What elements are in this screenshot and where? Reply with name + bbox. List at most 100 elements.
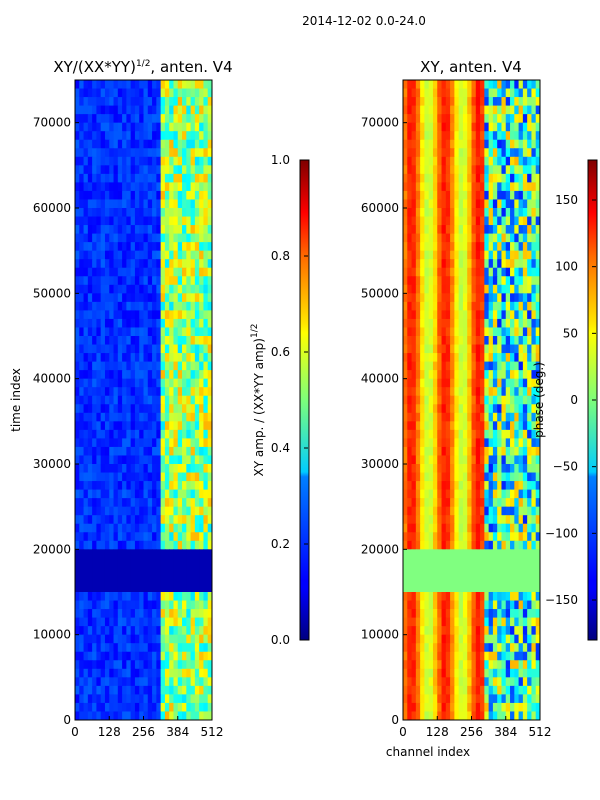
amplitude-heatmap-cell [126, 694, 132, 704]
phase-heatmap-cell [484, 114, 490, 124]
amplitude-heatmap-cell [156, 267, 162, 277]
amplitude-heatmap-cell [100, 310, 106, 320]
amplitude-heatmap-cell [199, 327, 205, 337]
phase-heatmap-cell [480, 267, 485, 277]
phase-heatmap-cell [522, 267, 528, 277]
phase-heatmap-cell [488, 242, 494, 252]
amplitude-heatmap-cell [117, 139, 123, 149]
amplitude-heatmap-cell [75, 122, 80, 132]
phase-heatmap-cell [488, 446, 494, 457]
phase-heatmap-cell [505, 464, 511, 474]
phase-heatmap-cell [535, 549, 540, 559]
phase-heatmap-cell [492, 472, 498, 482]
amplitude-heatmap-cell [203, 233, 209, 243]
phase-x-ticks: 0 128 256 384 512 [399, 716, 551, 739]
phase-heatmap-cell [407, 532, 413, 542]
amplitude-heatmap-cell [194, 225, 200, 235]
amplitude-heatmap-cell [194, 156, 200, 166]
phase-y-tick-label: 0 [391, 713, 399, 727]
phase-heatmap-cell [531, 301, 537, 311]
phase-heatmap-cell [475, 182, 481, 192]
amplitude-heatmap-cell [169, 233, 175, 243]
amplitude-heatmap-cell [186, 293, 192, 303]
amplitude-heatmap-cell [87, 549, 93, 559]
amplitude-heatmap-cell [177, 225, 183, 235]
phase-heatmap-cell [488, 250, 494, 260]
amplitude-heatmap-cell [177, 609, 183, 619]
phase-heatmap-cell [462, 208, 468, 218]
phase-heatmap-cell [462, 515, 468, 525]
amplitude-heatmap-cell [164, 429, 170, 439]
amplitude-heatmap-cell [203, 148, 209, 158]
phase-heatmap-cell [531, 336, 537, 346]
phase-heatmap-cell [450, 139, 455, 149]
phase-heatmap-cell [501, 421, 507, 431]
amplitude-heatmap-cell [207, 387, 212, 397]
phase-heatmap-cell [471, 114, 477, 124]
amplitude-heatmap-cell [164, 105, 170, 115]
amplitude-heatmap-cell [160, 148, 166, 158]
amplitude-heatmap-cell [156, 199, 162, 209]
phase-heatmap-cell [488, 600, 494, 610]
amplitude-heatmap-cell [199, 685, 205, 695]
phase-heatmap-cell [428, 310, 434, 320]
phase-heatmap-cell [420, 327, 426, 337]
phase-heatmap-cell [432, 88, 438, 98]
amplitude-heatmap-cell [113, 148, 119, 158]
amplitude-heatmap-cell [79, 97, 85, 107]
amplitude-heatmap-cell [92, 532, 98, 542]
amplitude-heatmap-cell [199, 643, 205, 653]
amplitude-heatmap-cell [113, 421, 119, 431]
amplitude-heatmap-cell [126, 472, 132, 482]
phase-heatmap-cell [488, 361, 494, 371]
phase-heatmap-cell [501, 617, 507, 627]
phase-heatmap-cell [403, 660, 408, 670]
phase-heatmap-cell [411, 97, 417, 107]
amplitude-heatmap-cell [75, 216, 80, 226]
amplitude-heatmap-cell [203, 566, 209, 576]
phase-heatmap-cell [514, 472, 520, 482]
amplitude-heatmap-cell [83, 301, 89, 311]
amplitude-heatmap-cell [152, 131, 157, 141]
amplitude-heatmap-cell [113, 216, 119, 226]
phase-heatmap-cell [424, 498, 430, 508]
amplitude-heatmap-cell [147, 404, 153, 414]
amplitude-heatmap-cell [177, 139, 183, 149]
amplitude-heatmap-cell [147, 250, 153, 260]
phase-heatmap-cell [488, 259, 494, 269]
amplitude-heatmap-cell [96, 429, 102, 439]
amplitude-heatmap-cell [186, 105, 192, 115]
phase-heatmap-cell [492, 395, 498, 405]
amplitude-heatmap-cell [152, 361, 157, 371]
phase-heatmap-cell [450, 361, 455, 371]
phase-heatmap-cell [518, 702, 524, 713]
phase-heatmap-cell [454, 455, 460, 465]
amplitude-heatmap-cell [182, 387, 187, 397]
phase-heatmap-cell [437, 651, 443, 661]
phase-heatmap-cell [527, 481, 533, 491]
phase-heatmap-cell [467, 506, 473, 516]
amplitude-heatmap-cell [194, 114, 200, 124]
amplitude-heatmap-cell [87, 190, 93, 201]
phase-heatmap-cell [467, 412, 473, 422]
amplitude-heatmap-cell [182, 310, 187, 320]
phase-heatmap-cell [424, 523, 430, 533]
phase-heatmap-cell [484, 216, 490, 226]
phase-heatmap-cell [531, 310, 537, 320]
phase-heatmap-cell [432, 557, 438, 567]
amplitude-heatmap-cell [134, 310, 140, 320]
phase-heatmap-cell [411, 609, 417, 619]
phase-heatmap-cell [480, 643, 485, 653]
phase-heatmap-cell [432, 336, 438, 346]
amplitude-heatmap-cell [104, 481, 110, 491]
phase-heatmap-cell [437, 643, 443, 653]
amplitude-heatmap-cell [177, 216, 183, 226]
phase-heatmap-cell [411, 523, 417, 533]
phase-heatmap-cell [415, 668, 421, 678]
phase-heatmap-cell [462, 165, 468, 175]
phase-heatmap-cell [497, 139, 503, 149]
amplitude-heatmap-cell [182, 600, 187, 610]
phase-heatmap-cell [488, 353, 494, 363]
phase-heatmap-cell [445, 199, 451, 209]
phase-heatmap-cell [454, 293, 460, 303]
